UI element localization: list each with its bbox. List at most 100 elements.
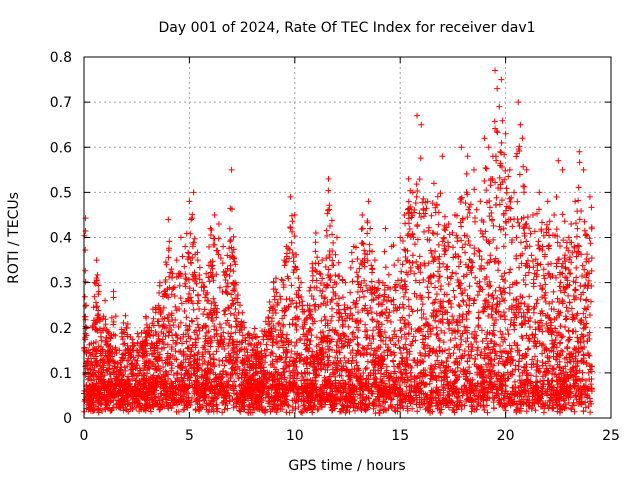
data-point (160, 363, 167, 370)
data-point (461, 232, 468, 239)
data-point (421, 262, 428, 269)
data-point (387, 337, 394, 344)
data-point (166, 273, 173, 280)
data-point (210, 277, 217, 284)
data-point (216, 341, 223, 348)
data-point (398, 350, 405, 357)
data-point (409, 338, 416, 345)
data-point (549, 370, 556, 377)
data-point (463, 301, 470, 308)
data-point (184, 345, 191, 352)
data-point (476, 265, 483, 272)
data-point (384, 352, 391, 359)
data-point (574, 242, 581, 249)
data-point (176, 282, 183, 289)
data-point (554, 256, 561, 263)
data-point (82, 278, 89, 285)
data-point (165, 311, 172, 318)
data-point (289, 250, 296, 257)
data-point (462, 327, 469, 334)
data-point (283, 250, 290, 257)
data-point (489, 292, 496, 299)
data-point (124, 333, 131, 340)
data-point (82, 316, 89, 323)
data-point (200, 287, 207, 294)
data-point (315, 372, 322, 379)
data-point (558, 334, 565, 341)
data-point (431, 299, 438, 306)
data-point (478, 327, 485, 334)
data-point (572, 353, 579, 360)
data-point (568, 305, 575, 312)
data-point (495, 267, 502, 274)
data-point (400, 293, 407, 300)
data-point (418, 306, 425, 313)
data-point (368, 278, 375, 285)
data-point (438, 369, 445, 376)
data-point (483, 335, 490, 342)
data-point (576, 243, 583, 250)
data-point (319, 275, 326, 282)
data-point (465, 351, 472, 358)
data-point (354, 334, 361, 341)
data-point (553, 226, 560, 233)
data-point (289, 357, 296, 364)
data-point (419, 301, 426, 308)
data-point (394, 277, 401, 284)
data-point (496, 342, 503, 349)
data-point (225, 304, 232, 311)
data-point (399, 238, 406, 245)
data-point (414, 223, 421, 230)
data-point (483, 165, 490, 172)
data-point (440, 298, 447, 305)
data-point (587, 298, 594, 305)
data-point (495, 360, 502, 367)
data-point (208, 315, 215, 322)
data-point (526, 225, 533, 232)
data-point (206, 243, 213, 250)
data-point (526, 323, 533, 330)
data-point (230, 268, 237, 275)
data-point (571, 346, 578, 353)
data-point (329, 248, 336, 255)
data-point (186, 285, 193, 292)
data-point (435, 241, 442, 248)
data-point (416, 253, 423, 260)
data-point (211, 363, 218, 370)
data-point (396, 381, 403, 388)
data-point (487, 375, 494, 382)
data-point (183, 230, 190, 237)
data-point (207, 354, 214, 361)
data-point (442, 247, 449, 254)
data-point (540, 409, 547, 416)
data-point (562, 265, 569, 272)
data-point (362, 321, 369, 328)
data-point (566, 299, 573, 306)
data-point (588, 282, 595, 289)
data-point (395, 337, 402, 344)
data-point (417, 269, 424, 276)
data-point (475, 247, 482, 254)
data-point (391, 363, 398, 370)
data-point (227, 262, 234, 269)
data-points (81, 67, 595, 417)
data-point (208, 390, 215, 397)
data-point (110, 321, 117, 328)
data-point (494, 294, 501, 301)
data-point (291, 342, 298, 349)
data-point (441, 329, 448, 336)
data-point (506, 284, 513, 291)
data-point (501, 313, 508, 320)
data-point (234, 292, 241, 299)
data-point (464, 214, 471, 221)
data-point (328, 217, 335, 224)
data-point (414, 408, 421, 415)
data-point (442, 227, 449, 234)
data-point (521, 230, 528, 237)
data-point (356, 294, 363, 301)
data-point (462, 249, 469, 256)
data-point (214, 247, 221, 254)
data-point (226, 273, 233, 280)
data-point (275, 320, 282, 327)
